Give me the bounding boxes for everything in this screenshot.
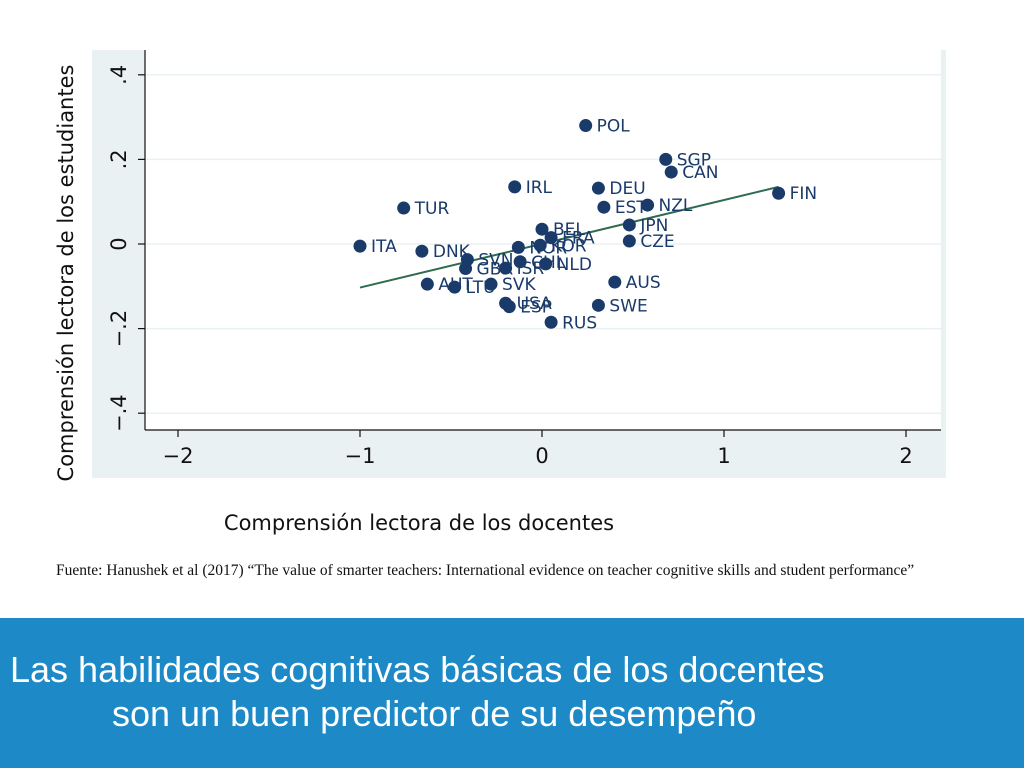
x-tick-label: −2 [163,444,194,468]
point-pol [579,119,593,133]
point-label-rus: RUS [562,313,597,333]
point-label-irl: IRL [526,178,553,198]
point-jpn [622,218,636,232]
point-swe [591,298,605,312]
banner-line-2: son un buen predictor de su desempeño [112,693,757,734]
point-label-pol: POL [597,117,631,137]
point-nor [511,240,525,254]
y-tick-label: .2 [107,149,131,169]
ticks: −2 −1 0 1 2 −.4 −.2 0 .2 .4 [107,65,913,468]
source-note: Fuente: Hanushek et al (2017) “The value… [56,562,915,579]
point-label-nld: NLD [557,255,592,275]
point-ita [353,239,367,253]
point-label-est: EST [615,198,648,218]
point-isr [499,261,513,275]
point-label-nor: NOR [529,238,567,258]
point-label-ita: ITA [371,237,397,257]
point-label-can: CAN [682,163,718,183]
title-banner [0,618,1024,768]
point-can [664,165,678,179]
point-aus [608,275,622,289]
point-svk [484,277,498,291]
point-label-nzl: NZL [659,196,693,216]
point-label-kor: KOR [551,236,587,256]
point-nzl [641,198,655,212]
point-label-sgp: SGP [677,150,711,170]
point-rus [544,315,558,329]
banner-text: Las habilidades cognitivas básicas de lo… [0,648,1024,736]
point-label-svk: SVK [502,275,536,295]
x-axis-title: Comprensión lectora de los docentes [224,511,614,535]
point-dnk [415,244,429,258]
point-deu [591,181,605,195]
point-label-dnk: DNK [433,242,471,262]
axes [144,50,941,431]
point-cze [622,234,636,248]
point-label-jpn: JPN [639,216,668,236]
x-tick-label: 1 [717,444,730,468]
point-fin [772,186,786,200]
point-sgp [659,152,673,166]
point-label-deu: DEU [609,179,645,199]
y-tick-label: −.4 [107,394,131,432]
x-tick-label: −1 [345,444,376,468]
point-label-usa: USA [517,294,553,314]
point-label-aus: AUS [626,273,661,293]
point-chl [513,255,527,269]
point-fra [544,231,558,245]
point-label-tur: TUR [414,199,450,219]
point-tur [397,201,411,215]
y-tick-label: −.2 [107,310,131,348]
point-gbr [459,262,473,276]
point-aut [420,277,434,291]
point-label-swe: SWE [609,296,647,316]
point-label-isr: ISR [517,259,545,279]
fit-line [359,185,779,289]
point-bel [535,222,549,236]
point-nld [539,257,553,271]
point-label-fra: FRA [562,229,595,249]
point-esp [502,300,516,314]
point-kor [533,238,547,252]
point-label-gbr: GBR [477,260,514,280]
x-tick-label: 2 [899,444,912,468]
x-tick-label: 0 [535,444,548,468]
point-label-esp: ESP [520,298,552,318]
y-tick-label: 0 [107,237,131,250]
banner-line-1: Las habilidades cognitivas básicas de lo… [10,649,825,690]
point-est [597,200,611,214]
y-axis-title: Comprensión lectora de los estudiantes [54,65,78,482]
point-label-fin: FIN [790,184,818,204]
point-label-cze: CZE [640,232,674,252]
point-label-ltu: LTU [466,278,496,298]
point-irl [508,180,522,194]
point-ltu [448,280,462,294]
y-tick-label: .4 [107,65,131,85]
point-label-bel: BEL [553,220,585,240]
